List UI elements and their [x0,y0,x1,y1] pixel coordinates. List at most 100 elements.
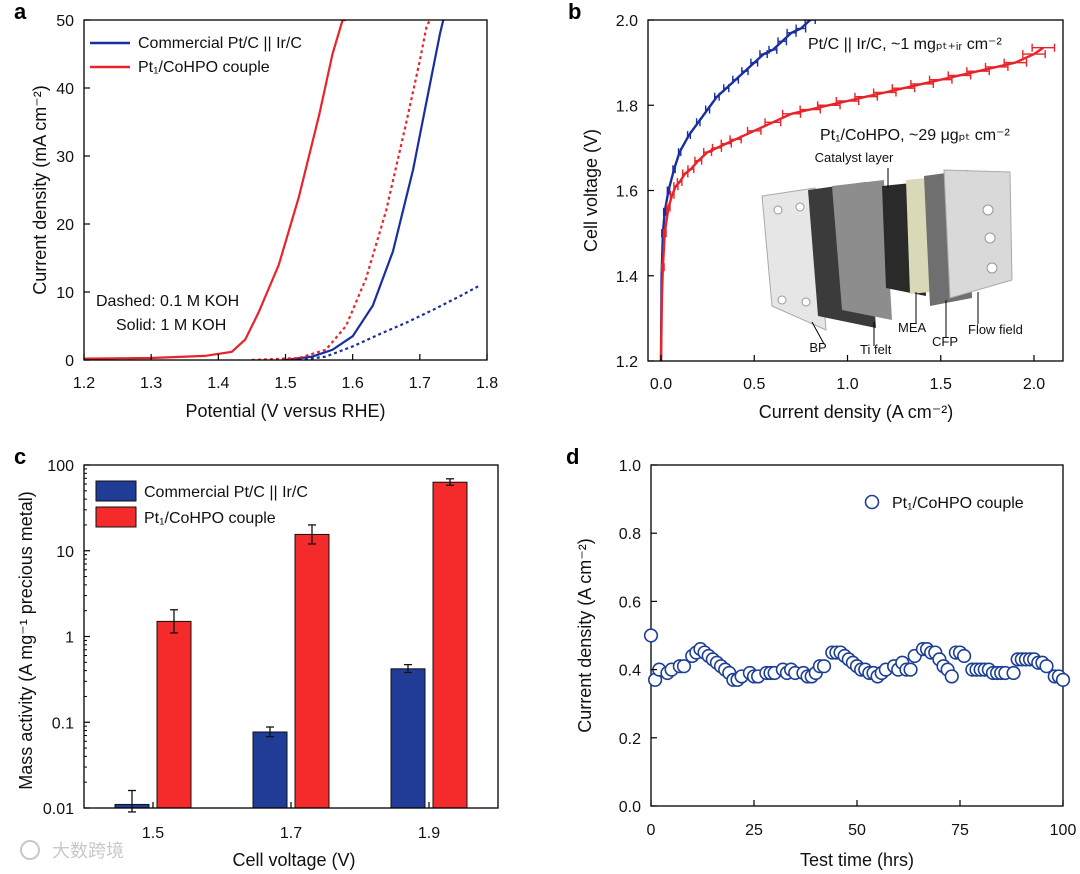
plate-hole [982,204,994,216]
panel-label: b [568,0,581,24]
bar [156,620,192,809]
y-tick-label: 0 [65,353,74,370]
x-tick-label: 1.9 [418,825,440,842]
y-tick-label: 0.1 [52,715,74,732]
panel-d: 0 25 50 75 100 0.0 0.2 0.4 0.6 0.8 1.0 Test time (h… [566,444,1076,870]
bipolar-plate [761,187,827,331]
legend-label-0: Commercial Pt/C || Ir/C [144,484,308,501]
legend-swatch-0 [95,480,137,502]
data-point [1039,659,1054,674]
x-tick-label: 0.5 [743,376,765,393]
ti-felt [832,180,892,320]
inset-label-4: CFP [932,334,958,349]
x-axis-label: Current density (A cm⁻²) [759,402,954,422]
bar [294,533,330,809]
plate-hole [984,232,996,244]
x-tick-label: 1.7 [409,375,431,392]
y-tick-label: 1 [65,630,74,647]
series-line-1 [298,284,481,360]
x-tick-label: 1.0 [836,376,858,393]
panel-c: 0.01 0.1 1 10 100 1.5 1.7 1.9 Cell voltage (V) Ma… [14,444,499,870]
x-tick-label: 1.5 [274,375,296,392]
data-point [1055,672,1071,687]
inset-label-3: MEA [898,320,927,335]
y-tick-label: 0.01 [43,801,74,818]
y-tick-label: 40 [56,81,74,98]
x-axis-label: Potential (V versus RHE) [185,401,385,421]
y-tick-label: 1.2 [616,354,638,371]
x-axis-label: Test time (hrs) [800,850,914,870]
x-tick-label: 1.4 [207,375,229,392]
x-tick-label: 1.7 [280,825,302,842]
legend-swatch-1 [95,506,137,528]
x-tick-label: 50 [848,822,866,839]
x-tick-label: 1.8 [476,375,498,392]
panel-a: 1.2 1.3 1.4 1.5 1.6 1.7 1.8 0 10 20 30 40 50 Potentia… [14,0,498,421]
plate-hole [795,202,805,212]
data-point [643,628,659,643]
series-line-1 [659,46,1044,361]
series-line-3 [251,20,431,360]
y-tick-label: 0.8 [619,526,641,543]
y-axis-label: Current density (mA cm⁻²) [30,85,50,295]
panel-b: Catalyst layer BP Ti felt MEA CFP Flow field 0… [568,0,1064,422]
legend-label-0: Commercial Pt/C || Ir/C [138,35,302,52]
watermark-text: 大数跨境 [52,841,124,862]
x-tick-label: 0 [647,822,656,839]
x-tick-label: 100 [1050,822,1077,839]
plate-hole [773,205,783,215]
panel-label: c [14,444,26,469]
y-axis-label: Cell voltage (V) [581,129,601,252]
panel-label: d [566,444,579,469]
plate-hole [801,297,811,307]
x-tick-label: 2.0 [1023,376,1045,393]
panel-label: a [14,0,27,24]
plot-frame [650,464,1064,807]
watermark-icon [20,840,40,860]
y-tick-label: 0.2 [619,731,641,748]
watermark: 大数跨境 [20,840,124,862]
y-tick-label: 1.6 [616,184,638,201]
data-point [816,659,832,674]
bar [390,668,426,809]
inset-label-5: Flow field [968,322,1023,337]
plate-hole [986,262,998,274]
y-tick-label: 10 [56,285,74,302]
x-tick-label: 1.5 [142,825,164,842]
bar [432,481,468,809]
data-point [1006,665,1021,681]
y-tick-label: 100 [47,458,74,475]
x-tick-label: 1.6 [342,375,364,392]
y-tick-label: 1.8 [616,98,638,115]
y-axis-label: Current density (A cm⁻²) [575,538,595,733]
legend-label-1: Pt₁/CoHPO couple [138,59,270,76]
y-tick-label: 2.0 [616,13,638,30]
inset-label-0: Catalyst layer [815,150,894,165]
x-tick-label: 0.0 [650,376,672,393]
y-tick-label: 0.6 [619,594,641,611]
cell-stack-illustration: Catalyst layer BP Ti felt MEA CFP Flow field [761,150,1023,357]
x-tick-label: 1.3 [140,375,162,392]
y-tick-label: 1.0 [619,458,641,475]
series-line-2 [84,20,346,360]
x-tick-label: 25 [745,822,763,839]
data-point [676,659,692,674]
y-tick-label: 10 [56,544,74,561]
inset-label-1: BP [809,340,826,355]
x-tick-label: 1.2 [73,375,95,392]
y-axis-label: Mass activity (A mg⁻¹ precious metal) [16,491,36,790]
y-tick-label: 1.4 [616,269,638,286]
series-label-1: Pt₁/CoHPO, ~29 μgₚₜ cm⁻² [820,127,1010,144]
legend-marker [864,494,880,510]
y-tick-label: 0.4 [619,663,641,680]
series-line-0 [285,20,445,360]
y-tick-label: 0.0 [619,799,641,816]
data-point [957,648,972,664]
data-point [944,669,959,684]
legend-label: Pt₁/CoHPO couple [892,495,1024,512]
y-tick-label: 50 [56,13,74,30]
legend-label-1: Pt₁/CoHPO couple [144,510,276,527]
x-tick-label: 1.5 [930,376,952,393]
bar [252,731,288,809]
